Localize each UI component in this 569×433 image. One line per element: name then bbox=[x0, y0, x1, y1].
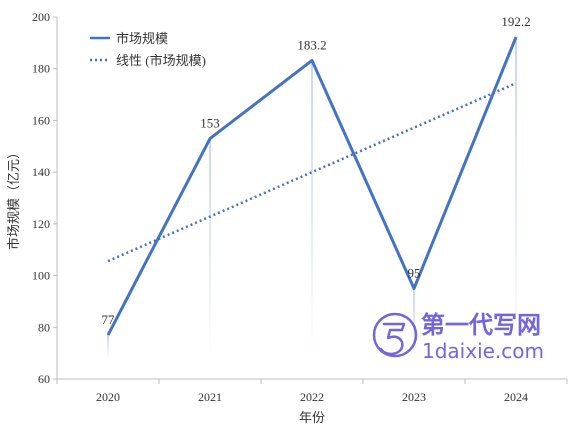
legend: 市场规模 线性 (市场规模) bbox=[90, 31, 206, 68]
x-tick-label: 2022 bbox=[300, 390, 324, 404]
x-tick-label: 2024 bbox=[504, 390, 528, 404]
x-tick-label: 2020 bbox=[96, 390, 120, 404]
y-tick-label: 80 bbox=[38, 320, 50, 334]
data-label: 153 bbox=[200, 116, 220, 131]
drop-line bbox=[311, 60, 313, 359]
y-tick-label: 180 bbox=[32, 62, 50, 76]
drop-line bbox=[107, 335, 109, 359]
y-tick-label: 100 bbox=[32, 269, 50, 283]
watermark: 第一代写网 1daixie.com bbox=[372, 311, 544, 363]
y-tick-label: 140 bbox=[32, 165, 50, 179]
y-tick-label: 120 bbox=[32, 217, 50, 231]
market-size-series-line bbox=[106, 36, 518, 336]
data-label: 77 bbox=[102, 312, 116, 327]
y-tick-labels: 60 80 100 120 140 160 180 200 bbox=[32, 10, 57, 386]
data-label: 95 bbox=[408, 266, 421, 281]
drop-line bbox=[209, 138, 211, 359]
x-axis-title: 年份 bbox=[299, 410, 325, 425]
y-axis-title: 市场规模（亿元） bbox=[6, 146, 21, 250]
y-tick-label: 200 bbox=[32, 10, 50, 24]
legend-label-trendline: 线性 (市场规模) bbox=[116, 53, 206, 68]
y-tick-label: 60 bbox=[38, 372, 50, 386]
watermark-url: 1daixie.com bbox=[422, 339, 544, 363]
data-label: 183.2 bbox=[297, 37, 326, 52]
y-tick-label: 160 bbox=[32, 113, 50, 127]
data-label-layer: 77 153 183.2 95 192.2 bbox=[102, 14, 531, 327]
drop-line bbox=[515, 37, 517, 359]
legend-label-series: 市场规模 bbox=[116, 31, 168, 46]
watermark-logo-icon bbox=[372, 312, 418, 358]
trendline-series bbox=[107, 82, 517, 263]
x-tick-labels: 2020 2021 2022 2023 2024 bbox=[56, 379, 568, 404]
data-label: 192.2 bbox=[501, 14, 530, 29]
x-tick-label: 2021 bbox=[198, 390, 222, 404]
series-layer bbox=[106, 36, 518, 336]
x-tick-label: 2023 bbox=[402, 390, 426, 404]
watermark-logo-text: 第一代写网 bbox=[421, 311, 541, 339]
